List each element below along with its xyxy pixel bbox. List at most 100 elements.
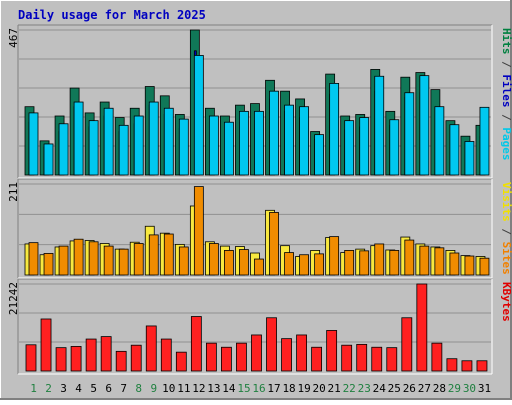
panel-hits-files-pages-bar-pages: [374, 75, 385, 176]
day-label: 1: [30, 382, 37, 395]
x-axis-day-labels: 1 2 3 4 5 6 7 8 9 10 11 12 13 14 15 16 17 18 19 20 21 22 23 24 2…: [30, 382, 491, 395]
panel-visits-sites-bar-sites: [43, 253, 54, 276]
day-label: 28: [433, 382, 446, 395]
panel-visits-sites-bar-sites: [389, 250, 400, 276]
day-label: 17: [267, 382, 280, 395]
panel-hits-files-pages-legend-part: Hits: [500, 28, 512, 55]
panel-visits-sites-bar-sites: [404, 239, 415, 276]
day-label: 24: [373, 382, 387, 395]
panel-visits-sites-bar-sites: [434, 247, 445, 276]
panel-hits-files-pages-bar-pages: [163, 107, 174, 176]
panel-visits-sites-ymax-label: 211: [7, 182, 20, 202]
panel-hits-files-pages-legend-part: Files: [500, 74, 512, 107]
panel-kbytes-bar-kbytes: [266, 317, 277, 372]
panel-visits-sites-bar-sites: [479, 257, 490, 276]
panel-hits-files-pages-bar-pages: [479, 106, 490, 176]
panel-hits-files-pages-bar-pages: [464, 141, 475, 176]
panel-hits-files-pages-bar-pages: [58, 123, 69, 176]
panel-hits-files-pages-legend: Hits / Files / Pages: [500, 28, 512, 161]
panel-kbytes-bar-kbytes: [476, 360, 488, 372]
panel-hits-files-pages-bar-pages: [148, 101, 159, 176]
panel-hits-files-pages-bar-pages: [314, 134, 325, 176]
panel-kbytes-bar-kbytes: [205, 342, 217, 372]
panel-kbytes-bar-kbytes: [190, 316, 202, 372]
panel-hits-files-pages-bar-pages: [284, 104, 294, 176]
panel-kbytes-bar-kbytes: [221, 346, 232, 372]
panel-visits-sites-legend: Visits / Sites: [500, 182, 512, 275]
day-label: 2: [45, 382, 52, 395]
day-label: 23: [358, 382, 371, 395]
panel-kbytes-bar-kbytes: [461, 360, 473, 372]
day-label: 31: [478, 382, 491, 395]
day-label: 4: [75, 382, 82, 395]
panel-visits-sites-bar-sites: [314, 253, 325, 276]
panel-visits-sites-bar-sites: [359, 250, 370, 276]
panel-kbytes-legend-part: KBytes: [500, 282, 512, 322]
panel-visits-sites-bar-sites: [103, 245, 114, 276]
panel-hits-files-pages-legend-part: Pages: [500, 127, 512, 160]
day-label: 25: [388, 382, 401, 395]
panel-kbytes-bar-kbytes: [446, 358, 458, 372]
day-label: 26: [403, 382, 416, 395]
panel-visits-sites-bar-sites: [73, 238, 84, 276]
day-label: 16: [252, 382, 265, 395]
panel-visits-sites-bar-sites: [163, 233, 174, 276]
day-label: 21: [328, 382, 341, 395]
panel-kbytes-bar-kbytes: [236, 342, 247, 372]
panel-visits-sites-legend-part: Sites: [500, 242, 512, 275]
panel-kbytes-bar-kbytes: [386, 347, 398, 372]
panel-visits-sites-bar-sites: [118, 248, 129, 276]
panel-hits-files-pages-legend-part: /: [500, 55, 512, 75]
panels: 467 Hits / Files / Pages 211 Visits / Sites…: [7, 24, 512, 375]
panel-hits-files-pages-bar-pages: [178, 118, 189, 176]
panel-hits-files-pages-bar-pages: [269, 90, 279, 176]
panel-visits-sites-bar-sites: [28, 242, 39, 276]
panel-kbytes-bar-kbytes: [100, 336, 112, 372]
panel-kbytes-bar-kbytes: [296, 334, 307, 372]
panel-hits-files-pages-bar-pages: [103, 107, 114, 176]
panel-visits-sites-bar-sites: [193, 186, 204, 276]
panel-hits-files-pages-bar-pages: [404, 92, 415, 176]
panel-hits-files-pages-bar-pages: [73, 101, 84, 176]
panel-kbytes-bar-kbytes: [311, 346, 323, 372]
panel-kbytes-bar-kbytes: [431, 342, 443, 372]
panel-hits-files-pages-bar-pages: [193, 55, 204, 176]
day-label: 14: [222, 382, 236, 395]
panel-visits-sites-bar-sites: [88, 241, 99, 276]
panel-kbytes-bar-kbytes: [145, 325, 157, 372]
panel-visits-sites-bar-sites: [58, 245, 69, 276]
day-label: 6: [105, 382, 112, 395]
panel-kbytes-bar-kbytes: [371, 346, 383, 372]
panel-kbytes-bar-kbytes: [130, 344, 142, 372]
day-label: 12: [192, 382, 205, 395]
day-label: 22: [343, 382, 356, 395]
day-label: 3: [60, 382, 67, 395]
panel-hits-files-pages-bar-pages: [299, 106, 309, 176]
panel-hits-files-pages-bar-pages: [344, 120, 355, 176]
day-label: 7: [120, 382, 127, 395]
panel-visits-sites-bar-sites: [344, 250, 355, 276]
panel-visits-sites-bar-sites: [299, 254, 309, 276]
panel-hits-files-pages-bar-pages: [28, 112, 39, 176]
day-label: 30: [463, 382, 476, 395]
panel-hits-files-pages-bar-pages: [133, 115, 144, 176]
panel-visits-sites-bar-sites: [284, 252, 294, 276]
panel-hits-files-pages-bar-pages: [224, 121, 234, 176]
panel-visits-sites-bar-sites: [224, 250, 234, 276]
panel-hits-files-pages-bar-pages: [449, 124, 460, 176]
day-label: 5: [90, 382, 97, 395]
day-label: 11: [177, 382, 190, 395]
panel-kbytes-bar-kbytes: [25, 344, 37, 372]
panel-hits-files-pages-bar-pages: [254, 110, 264, 176]
day-label: 18: [282, 382, 295, 395]
panel-hits-files-pages-legend-part: /: [500, 108, 512, 128]
panel-hits-files-pages-bar-pages: [329, 83, 340, 176]
panel-hits-files-pages-bar-pages: [239, 110, 249, 176]
panel-hits-files-pages-ymax-label: 467: [7, 28, 20, 48]
panel-kbytes-bar-kbytes: [160, 338, 172, 372]
panel-kbytes-bar-kbytes: [341, 344, 353, 372]
day-label: 29: [448, 382, 461, 395]
panel-kbytes-bar-kbytes: [40, 318, 52, 372]
